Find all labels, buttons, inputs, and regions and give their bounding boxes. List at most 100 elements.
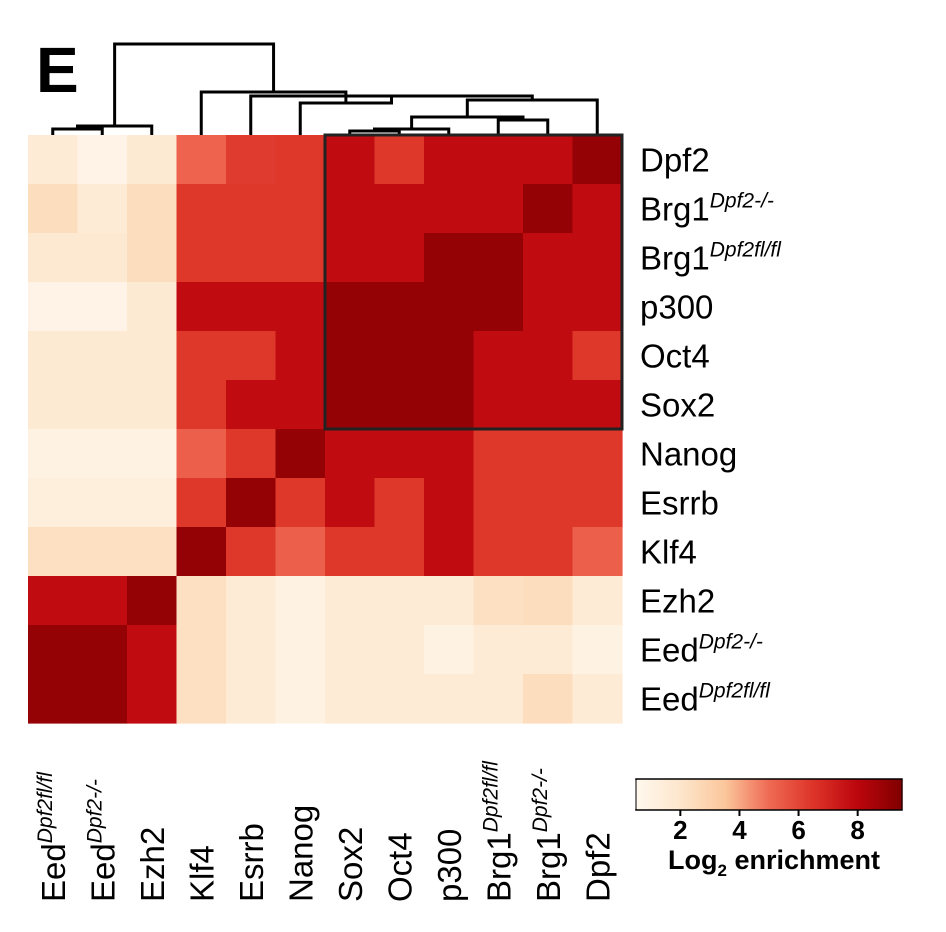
- heatmap-cell: [28, 527, 79, 577]
- heatmap-cell: [176, 429, 227, 479]
- heatmap-cell: [226, 380, 277, 430]
- heatmap-cell: [127, 380, 178, 430]
- heatmap-cell: [473, 674, 524, 724]
- heatmap-cell: [127, 576, 178, 626]
- heatmap-cell: [473, 576, 524, 626]
- heatmap-cell: [28, 184, 79, 234]
- heatmap-cell: [127, 331, 178, 381]
- heatmap-cell: [523, 527, 574, 577]
- heatmap-cell: [226, 135, 277, 185]
- heatmap-cell: [424, 429, 475, 479]
- heatmap-cell: [374, 625, 425, 675]
- heatmap-cell: [572, 625, 623, 675]
- heatmap-cell: [325, 380, 376, 430]
- heatmap-cell: [572, 380, 623, 430]
- heatmap-cell: [28, 331, 79, 381]
- heatmap-cell: [226, 625, 277, 675]
- heatmap-cell: [77, 135, 128, 185]
- heatmap-cell: [374, 380, 425, 430]
- column-label: Dpf2: [579, 832, 616, 902]
- heatmap-cell: [176, 331, 227, 381]
- heatmap-cell: [176, 380, 227, 430]
- heatmap-cell: [77, 576, 128, 626]
- heatmap-cell: [226, 184, 277, 234]
- heatmap-cell: [424, 478, 475, 528]
- heatmap-cell: [424, 135, 475, 185]
- dendrogram-link: [113, 42, 276, 128]
- heatmap-cell: [176, 625, 227, 675]
- row-label: EedDpf2fl/fl: [640, 680, 771, 718]
- heatmap-cell: [424, 576, 475, 626]
- row-labels: Dpf2 Brg1Dpf2-/- Brg1Dpf2fl/fl p300 Oct4 Sox2…: [640, 142, 782, 718]
- heatmap-cell: [374, 233, 425, 283]
- heatmap-cell: [325, 135, 376, 185]
- heatmap-cell: [523, 184, 574, 234]
- heatmap-cell: [176, 478, 227, 528]
- heatmap-cell: [424, 331, 475, 381]
- heatmap-cell: [523, 576, 574, 626]
- heatmap-cell: [77, 184, 128, 234]
- row-label: Oct4: [640, 338, 710, 375]
- row-label: Ezh2: [640, 583, 715, 620]
- heatmap-cell: [572, 429, 623, 479]
- heatmap-cell: [473, 478, 524, 528]
- heatmap-cell: [77, 331, 128, 381]
- column-labels: EedDpf2fl/fl EedDpf2-/- Ezh2 Klf4 Esrrb Nanog…: [34, 760, 617, 902]
- heatmap-cell: [127, 527, 178, 577]
- heatmap-cell: [325, 674, 376, 724]
- heatmap-cell: [275, 331, 326, 381]
- heatmap-cell: [226, 478, 277, 528]
- row-label: Klf4: [640, 534, 697, 571]
- row-label: Esrrb: [640, 485, 719, 522]
- heatmap-cell: [226, 674, 277, 724]
- heatmap-cell: [325, 576, 376, 626]
- heatmap-cell: [374, 576, 425, 626]
- heatmap-cell: [424, 527, 475, 577]
- heatmap-cell: [572, 527, 623, 577]
- dendrogram-link: [496, 118, 550, 137]
- heatmap-cell: [523, 331, 574, 381]
- column-label: Sox2: [332, 827, 369, 902]
- heatmap-cell: [226, 429, 277, 479]
- heatmap-cell: [325, 478, 376, 528]
- heatmap-cell: [176, 184, 227, 234]
- heatmap-cell: [374, 282, 425, 332]
- heatmap-cell: [176, 135, 227, 185]
- column-label: Ezh2: [134, 827, 171, 902]
- heatmap-cell: [77, 527, 128, 577]
- heatmap-cell: [275, 527, 326, 577]
- row-label: Brg1Dpf2-/-: [640, 190, 774, 228]
- colorbar-title: Log2 enrichment: [668, 845, 880, 880]
- row-label: Sox2: [640, 387, 715, 424]
- heatmap-cell: [275, 429, 326, 479]
- row-label: p300: [640, 289, 713, 326]
- heatmap-cell: [325, 331, 376, 381]
- heatmap-cell: [28, 625, 79, 675]
- heatmap-cell: [473, 331, 524, 381]
- heatmap-cell: [176, 527, 227, 577]
- heatmap-cell: [275, 135, 326, 185]
- heatmap-cell: [325, 233, 376, 283]
- row-label: Brg1Dpf2fl/fl: [640, 239, 782, 277]
- heatmap-cell: [275, 674, 326, 724]
- heatmap-cell: [127, 625, 178, 675]
- heatmap-cell: [176, 576, 227, 626]
- heatmap-cell: [473, 282, 524, 332]
- heatmap-cell: [572, 478, 623, 528]
- heatmap-cell: [275, 576, 326, 626]
- heatmap-cell: [77, 233, 128, 283]
- heatmap-cell: [473, 625, 524, 675]
- heatmap-cell: [473, 184, 524, 234]
- heatmap-cell: [176, 674, 227, 724]
- heatmap-cells: [28, 135, 623, 724]
- row-label: Nanog: [640, 436, 737, 473]
- heatmap-cell: [226, 576, 277, 626]
- heatmap-cell: [275, 233, 326, 283]
- heatmap-cell: [374, 527, 425, 577]
- heatmap-cell: [226, 233, 277, 283]
- heatmap-cell: [275, 625, 326, 675]
- heatmap-cell: [572, 576, 623, 626]
- heatmap-cell: [28, 429, 79, 479]
- heatmap-cell: [473, 380, 524, 430]
- heatmap-cell: [275, 282, 326, 332]
